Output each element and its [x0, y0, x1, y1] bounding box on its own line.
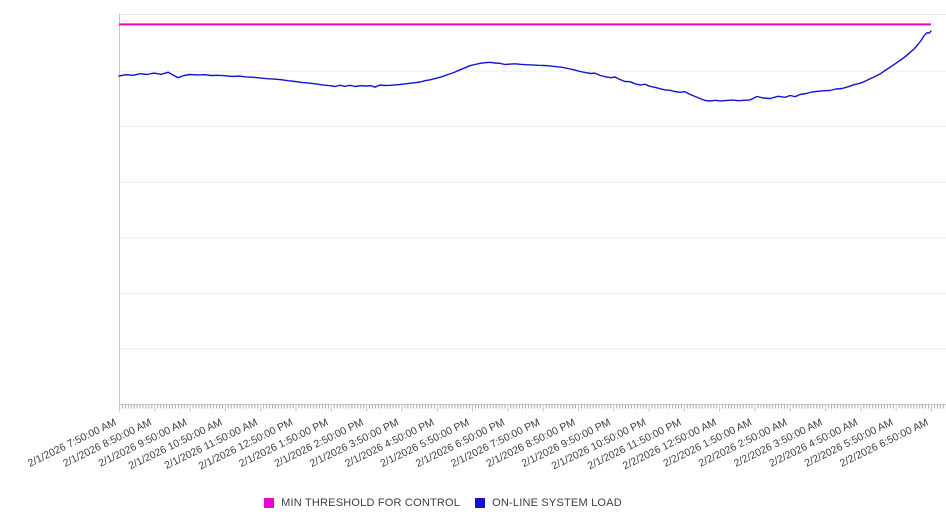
legend-swatch-min-threshold-icon: [264, 498, 275, 508]
legend-label-online-system-load: ON-LINE SYSTEM LOAD: [492, 497, 622, 509]
legend-item-min-threshold: MIN THRESHOLD FOR CONTROL: [264, 497, 460, 509]
online-system-load-line: [118, 30, 932, 102]
legend-label-min-threshold: MIN THRESHOLD FOR CONTROL: [281, 497, 461, 509]
legend-swatch-online-system-load-icon: [475, 498, 486, 508]
chart-legend: MIN THRESHOLD FOR CONTROL ON-LINE SYSTEM…: [0, 497, 916, 509]
legend-item-online-system-load: ON-LINE SYSTEM LOAD: [475, 497, 622, 509]
